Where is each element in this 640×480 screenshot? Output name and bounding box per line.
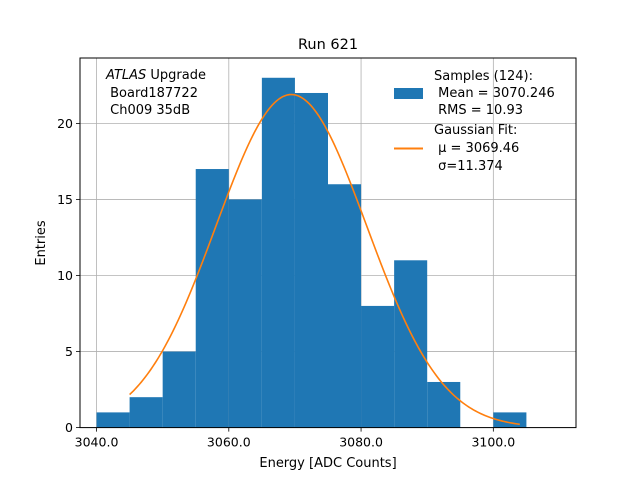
histogram-bar bbox=[294, 92, 328, 428]
gaussian-fit-curve bbox=[129, 93, 520, 426]
histogram-bar bbox=[394, 260, 428, 428]
y-tick-label: 10 bbox=[57, 268, 73, 283]
histogram-bar bbox=[129, 397, 163, 428]
y-axis-ticks: 0 5 10 15 20 bbox=[57, 116, 80, 435]
annotation-line-1: ATLAS Upgrade bbox=[105, 68, 206, 83]
y-tick-label: 20 bbox=[57, 116, 73, 131]
y-axis-label: Entries bbox=[34, 220, 49, 266]
legend-samples-rms: RMS = 10.93 bbox=[434, 103, 523, 118]
legend: Samples (124): Mean = 3070.246 RMS = 10.… bbox=[394, 69, 555, 174]
plot-frame bbox=[79, 57, 577, 429]
x-axis-ticks: 3040.0 3060.0 3080.0 3100.0 bbox=[75, 427, 515, 450]
histogram-bars bbox=[96, 77, 527, 428]
annotation-line-2: Board187722 bbox=[106, 86, 198, 101]
histogram-bar bbox=[328, 184, 362, 428]
legend-samples-mean: Mean = 3070.246 bbox=[434, 86, 555, 101]
y-tick-label: 5 bbox=[65, 344, 73, 359]
legend-fit-mu: μ = 3069.46 bbox=[434, 141, 519, 156]
atlas-annotation: ATLAS Upgrade Board187722 Ch009 35dB bbox=[105, 68, 206, 118]
x-tick-label: 3060.0 bbox=[207, 435, 251, 450]
x-tick-label: 3080.0 bbox=[339, 435, 383, 450]
annotation-upgrade: Upgrade bbox=[146, 68, 206, 83]
histogram-bar bbox=[162, 351, 196, 428]
legend-fit-title: Gaussian Fit: bbox=[434, 123, 517, 138]
histogram-bar bbox=[195, 169, 229, 428]
x-tick-label: 3100.0 bbox=[471, 435, 515, 450]
chart-title: Run 621 bbox=[298, 37, 358, 53]
y-tick-label: 15 bbox=[57, 192, 73, 207]
histogram-bar bbox=[427, 381, 461, 428]
histogram-bar bbox=[361, 305, 395, 428]
histogram-bar bbox=[96, 412, 130, 428]
annotation-line-3: Ch009 35dB bbox=[106, 103, 190, 118]
y-tick-label: 0 bbox=[65, 420, 73, 435]
annotation-atlas: ATLAS bbox=[105, 68, 146, 83]
legend-samples-title: Samples (124): bbox=[434, 69, 533, 84]
legend-fit-sigma: σ=11.374 bbox=[434, 159, 503, 174]
x-axis-label: Energy [ADC Counts] bbox=[259, 456, 396, 471]
histogram-bar bbox=[228, 199, 262, 428]
x-tick-label: 3040.0 bbox=[75, 435, 119, 450]
histogram-bar bbox=[261, 77, 295, 428]
legend-samples-swatch bbox=[394, 88, 423, 99]
